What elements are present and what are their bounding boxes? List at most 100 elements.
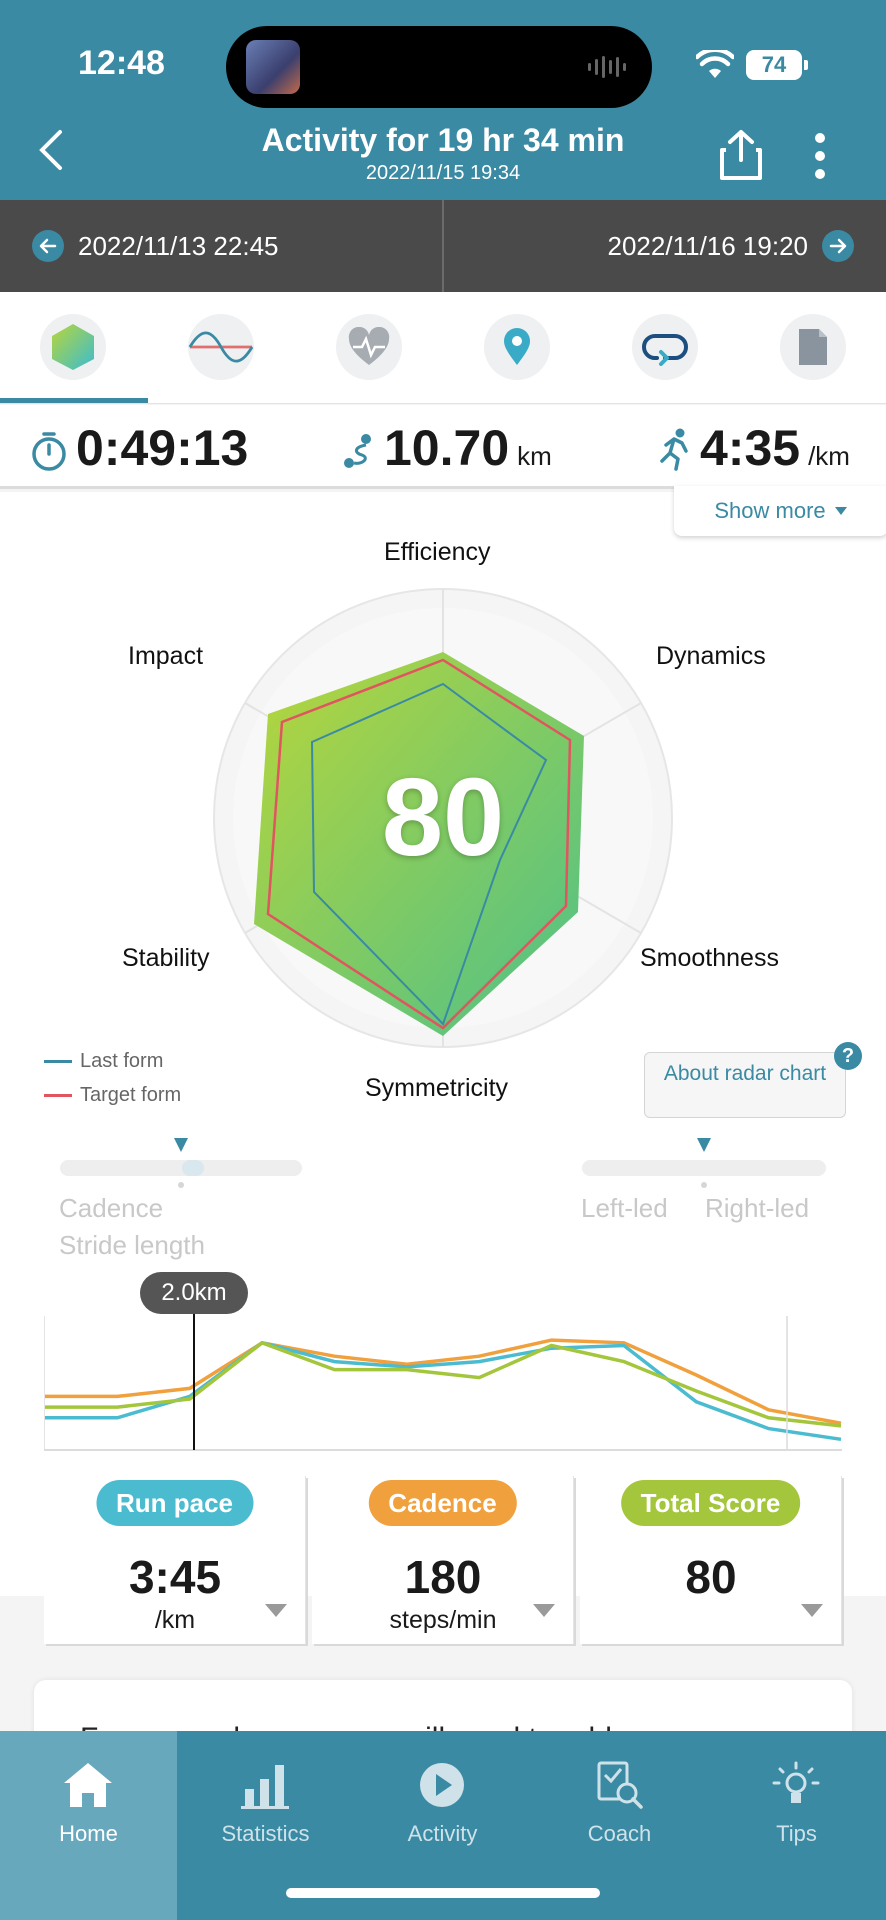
previous-activity-button[interactable]: 2022/11/13 22:45 <box>32 226 278 266</box>
home-icon <box>64 1763 112 1807</box>
heart-rate-icon <box>348 327 390 365</box>
status-time: 12:48 <box>78 44 165 82</box>
back-arrow-icon[interactable] <box>34 128 66 172</box>
metric-total-score-value: 80 <box>685 1551 737 1603</box>
radar-chart <box>213 588 673 1048</box>
caret-down-icon <box>834 507 847 515</box>
tab-notes[interactable] <box>780 314 846 380</box>
nav-statistics[interactable]: Statistics <box>177 1731 354 1920</box>
home-indicator <box>286 1888 600 1898</box>
nav-coach[interactable]: Coach <box>531 1731 708 1920</box>
metric-run-pace-value: 3:45 <box>128 1551 222 1603</box>
page-title: Activity for 19 hr 34 min <box>261 122 625 158</box>
axis-impact-label: Impact <box>128 642 204 670</box>
chart-series-line-2 <box>45 1340 842 1428</box>
cadence-stride-center-dot <box>178 1182 184 1188</box>
left-right-lead-slider[interactable] <box>582 1160 826 1176</box>
caret-down-icon[interactable] <box>533 1604 555 1617</box>
tab-heart-rate[interactable] <box>336 314 402 380</box>
more-options-icon[interactable] <box>808 132 832 180</box>
share-icon[interactable] <box>716 128 766 182</box>
arrow-left-icon <box>32 230 64 262</box>
next-activity-date: 2022/11/16 19:20 <box>607 230 808 261</box>
activity-tabs <box>0 292 886 404</box>
audio-wave-icon <box>588 56 626 78</box>
axis-smoothness-label: Smoothness <box>640 944 779 972</box>
metric-total-score[interactable]: Total Score 80 <box>580 1476 842 1644</box>
cadence-stride-slider-thumb[interactable] <box>182 1160 204 1176</box>
date-navigation: 2022/11/13 22:45 2022/11/16 19:20 <box>0 200 886 292</box>
slider-right-label-2: Right-led <box>705 1193 810 1223</box>
about-radar-chart-button[interactable]: About radar chart <box>644 1052 846 1118</box>
metric-cadence[interactable]: Cadence 180 steps/min <box>312 1476 574 1644</box>
metric-cadence-value: 180 <box>404 1551 482 1603</box>
play-circle-icon <box>420 1763 464 1807</box>
target-form-line <box>266 658 572 1030</box>
metric-cadence-label: Cadence <box>368 1480 517 1526</box>
nav-activity[interactable]: Activity <box>354 1731 531 1920</box>
form-analysis-card: 80 Efficiency Dynamics Smoothness Symmet… <box>0 492 886 1596</box>
metric-cadence-unit: steps/min <box>389 1606 497 1634</box>
metric-selectors: Run pace 3:45 /km Cadence 180 steps/min … <box>44 1476 842 1644</box>
last-form-line <box>310 682 548 1026</box>
caret-down-icon[interactable] <box>801 1604 823 1617</box>
slider-left-label-2: Stride length <box>59 1230 205 1260</box>
left-right-lead-marker <box>697 1138 711 1152</box>
tab-radar-form[interactable] <box>40 314 106 380</box>
nav-tips[interactable]: Tips <box>708 1731 885 1920</box>
nav-statistics-label: Statistics <box>221 1821 310 1846</box>
metric-run-pace-label: Run pace <box>95 1480 254 1526</box>
tab-graph[interactable] <box>188 314 254 380</box>
slider-right-label-1: Left-led <box>581 1193 668 1223</box>
metric-total-score-label: Total Score <box>620 1480 801 1526</box>
caret-down-icon[interactable] <box>265 1604 287 1617</box>
axis-stability-label: Stability <box>122 944 210 972</box>
pace-summary: 4:35 /km <box>656 419 850 477</box>
metric-run-pace[interactable]: Run pace 3:45 /km <box>44 1476 306 1644</box>
slider-left-label-1: Cadence <box>59 1193 164 1223</box>
cadence-stride-slider[interactable] <box>60 1160 302 1176</box>
nav-coach-label: Coach <box>587 1821 652 1846</box>
metrics-line-chart[interactable] <box>44 1272 842 1452</box>
wave-graph-icon <box>188 331 254 363</box>
wifi-icon <box>696 50 734 78</box>
help-icon[interactable]: ? <box>834 1042 862 1070</box>
legend-target-form: Target form <box>44 1078 181 1112</box>
activity-summary: 0:49:13 10.70 km 4:35 /km <box>0 405 886 489</box>
axis-efficiency-label: Efficiency <box>384 538 491 566</box>
tab-map[interactable] <box>484 314 550 380</box>
top-bar: 12:48 74 Activity for 19 hr 34 min 2022/… <box>0 0 886 200</box>
chart-cursor-label: 2.0km <box>140 1272 248 1314</box>
duration-summary: 0:49:13 <box>30 419 248 477</box>
legend-last-label: Last form <box>80 1049 164 1072</box>
distance-unit: km <box>517 441 552 471</box>
form-score: 80 <box>381 756 505 879</box>
coach-report-icon <box>597 1761 643 1809</box>
bar-chart-icon <box>241 1765 289 1809</box>
lightbulb-icon <box>772 1761 820 1803</box>
nav-home[interactable]: Home <box>0 1731 177 1920</box>
show-more-button[interactable]: Show more <box>674 486 886 536</box>
distance-value: 10.70 <box>384 420 510 476</box>
tab-laps[interactable] <box>632 314 698 380</box>
chart-series-line-0 <box>45 1338 842 1425</box>
dynamic-island <box>226 26 652 108</box>
legend-last-form: Last form <box>44 1044 181 1078</box>
nav-tips-label: Tips <box>776 1821 817 1846</box>
previous-activity-date: 2022/11/13 22:45 <box>78 230 279 261</box>
nav-home-label: Home <box>59 1821 118 1846</box>
now-playing-thumbnail <box>246 40 300 94</box>
show-more-label: Show more <box>714 498 826 523</box>
arrow-right-icon <box>822 230 854 262</box>
current-form-area <box>254 652 584 1036</box>
legend-target-label: Target form <box>80 1083 182 1106</box>
axis-dynamics-label: Dynamics <box>656 642 766 670</box>
axis-symmetricity-label: Symmetricity <box>365 1074 509 1102</box>
date-divider <box>442 200 444 292</box>
nav-activity-label: Activity <box>407 1821 478 1846</box>
next-activity-button[interactable]: 2022/11/16 19:20 <box>608 226 854 266</box>
active-tab-indicator <box>0 398 148 403</box>
route-icon <box>344 434 371 468</box>
pace-unit: /km <box>808 441 850 471</box>
page-subtitle: 2022/11/15 19:34 <box>365 162 521 184</box>
